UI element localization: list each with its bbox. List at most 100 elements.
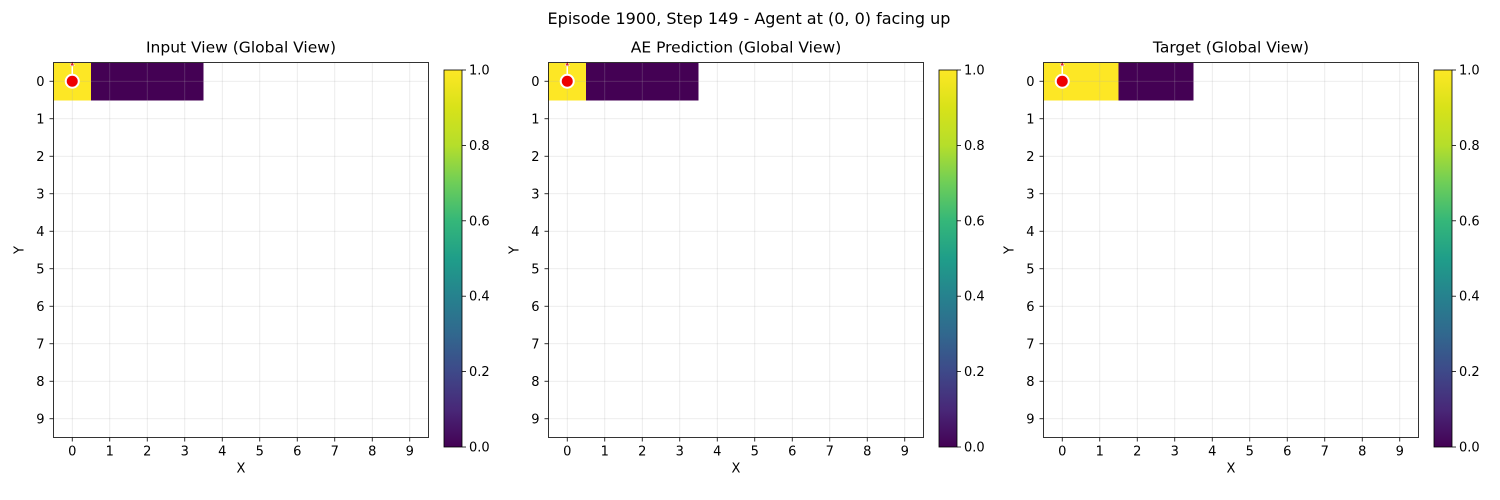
agent-direction-arrow-icon — [1059, 60, 1065, 66]
x-tick-label: 1 — [106, 445, 114, 460]
y-tick-label: 7 — [1026, 337, 1034, 352]
x-tick-label: 9 — [901, 445, 909, 460]
panel-title: Input View (Global View) — [146, 39, 336, 57]
y-tick-label: 1 — [1026, 112, 1034, 127]
x-tick-label: 5 — [256, 445, 264, 460]
y-tick-label: 9 — [531, 412, 539, 427]
agent-direction-arrow-icon — [69, 60, 75, 66]
y-tick-label: 4 — [36, 225, 44, 240]
colorbar-tick-label: 1.0 — [469, 64, 490, 79]
x-tick-label: 6 — [788, 445, 796, 460]
axes-frame — [53, 62, 429, 438]
x-axis-label: X — [237, 462, 246, 477]
y-tick-label: 4 — [531, 225, 539, 240]
x-tick-label: 0 — [68, 445, 76, 460]
x-tick-label: 8 — [1358, 445, 1366, 460]
colorbar-tick-label: 1.0 — [1459, 64, 1480, 79]
x-tick-label: 2 — [1133, 445, 1141, 460]
x-axis-label: X — [1227, 462, 1236, 477]
heatmap-cell — [1156, 63, 1194, 101]
x-tick-label: 5 — [751, 445, 759, 460]
y-tick-label: 7 — [36, 337, 44, 352]
y-tick-label: 2 — [1026, 150, 1034, 165]
colorbar-tick-label: 0.6 — [469, 214, 490, 229]
axes-frame — [1043, 62, 1419, 438]
x-tick-label: 9 — [1396, 445, 1404, 460]
x-tick-label: 9 — [406, 445, 414, 460]
colorbar — [443, 69, 463, 448]
heatmap-panel-input-view: 0 1 2 3 4 5 6 7 8 9 0 1 2 3 4 5 6 7 8 9 Input View (Global V… — [13, 39, 490, 477]
heatmap-cell — [623, 63, 661, 101]
y-tick-label: 1 — [36, 112, 44, 127]
plot-area — [548, 62, 924, 438]
colorbar-tick-label: 0.6 — [964, 214, 985, 229]
x-tick-label: 8 — [863, 445, 871, 460]
heatmap-cell — [1081, 63, 1119, 101]
y-tick-label: 9 — [1026, 412, 1034, 427]
y-tick-label: 5 — [1026, 262, 1034, 277]
x-tick-label: 6 — [1283, 445, 1291, 460]
heatmap-cell — [586, 63, 624, 101]
y-tick-label: 2 — [531, 150, 539, 165]
colorbar-tick-label: 1.0 — [964, 64, 985, 79]
x-tick-label: 0 — [1058, 445, 1066, 460]
y-tick-label: 0 — [36, 75, 44, 90]
colorbar-tick-label: 0.0 — [1459, 441, 1480, 456]
x-tick-label: 8 — [368, 445, 376, 460]
heatmap-cell — [91, 63, 129, 101]
x-tick-label: 4 — [713, 445, 721, 460]
y-tick-label: 5 — [531, 262, 539, 277]
panel-title: AE Prediction (Global View) — [631, 39, 842, 57]
heatmap-cell — [166, 63, 204, 101]
heatmap-cell — [128, 63, 166, 101]
colorbar-tick-label: 0.2 — [964, 365, 985, 380]
y-tick-label: 6 — [36, 300, 44, 315]
heatmap-cell — [1118, 63, 1156, 101]
colorbar-tick-label: 0.8 — [469, 139, 490, 154]
colorbar-tick-label: 0.4 — [1459, 290, 1480, 305]
x-tick-label: 1 — [1096, 445, 1104, 460]
colorbar-tick-label: 0.8 — [964, 139, 985, 154]
x-tick-label: 3 — [1171, 445, 1179, 460]
x-tick-label: 7 — [826, 445, 834, 460]
plot-area — [53, 62, 429, 438]
x-tick-label: 2 — [638, 445, 646, 460]
colorbar-tick-label: 0.4 — [964, 290, 985, 305]
x-tick-label: 5 — [1246, 445, 1254, 460]
y-tick-label: 3 — [1026, 187, 1034, 202]
agent-marker-icon — [1054, 73, 1070, 89]
colorbar — [938, 69, 958, 448]
x-tick-label: 6 — [293, 445, 301, 460]
x-axis-label: X — [732, 462, 741, 477]
y-tick-label: 8 — [36, 375, 44, 390]
agent-marker-icon — [64, 73, 80, 89]
y-tick-label: 4 — [1026, 225, 1034, 240]
colorbar-tick-label: 0.6 — [1459, 214, 1480, 229]
y-axis-label: Y — [508, 246, 523, 255]
y-tick-label: 6 — [1026, 300, 1034, 315]
y-tick-label: 8 — [531, 375, 539, 390]
y-tick-label: 0 — [1026, 75, 1034, 90]
y-axis-label: Y — [1003, 246, 1018, 255]
x-tick-label: 4 — [218, 445, 226, 460]
y-tick-label: 7 — [531, 337, 539, 352]
y-tick-label: 3 — [36, 187, 44, 202]
y-tick-label: 1 — [531, 112, 539, 127]
y-tick-label: 8 — [1026, 375, 1034, 390]
y-tick-label: 6 — [531, 300, 539, 315]
colorbar-tick-label: 0.8 — [1459, 139, 1480, 154]
y-tick-label: 0 — [531, 75, 539, 90]
x-tick-label: 3 — [181, 445, 189, 460]
x-tick-label: 2 — [143, 445, 151, 460]
colorbar-tick-label: 0.2 — [1459, 365, 1480, 380]
x-tick-label: 0 — [563, 445, 571, 460]
heatmap-cell — [661, 63, 699, 101]
x-tick-label: 7 — [331, 445, 339, 460]
heatmap-panel-ae-prediction: 0 1 2 3 4 5 6 7 8 9 0 1 2 3 4 5 6 7 8 9 AE Prediction (Globa… — [508, 39, 985, 477]
y-tick-label: 5 — [36, 262, 44, 277]
agent-direction-arrow-icon — [564, 60, 570, 66]
panel-title: Target (Global View) — [1152, 39, 1309, 57]
x-tick-label: 4 — [1208, 445, 1216, 460]
x-tick-label: 3 — [676, 445, 684, 460]
